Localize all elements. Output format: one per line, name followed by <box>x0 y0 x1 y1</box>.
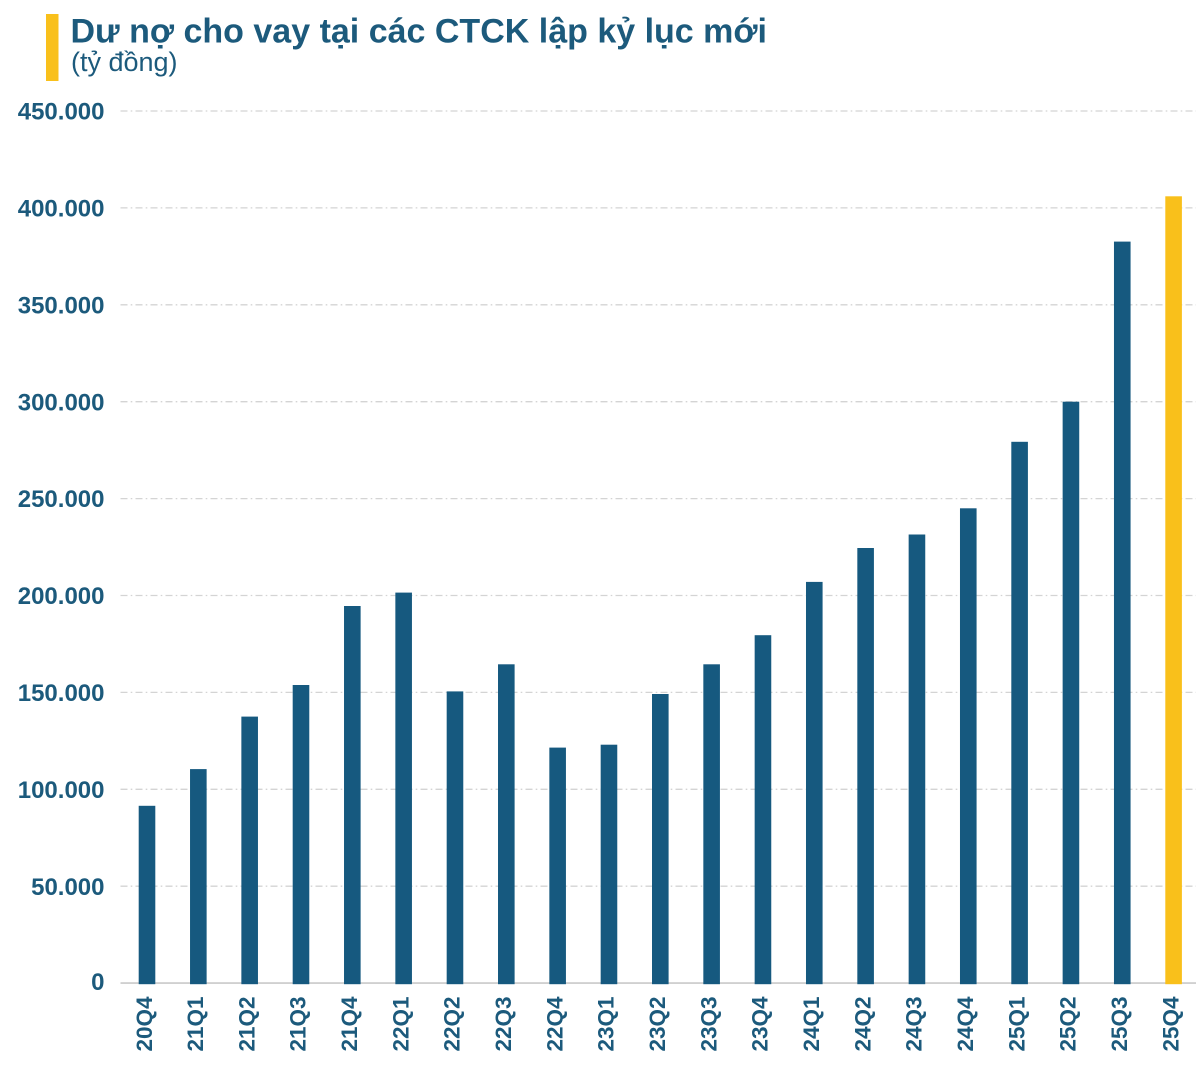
svg-text:350.000: 350.000 <box>18 292 105 319</box>
svg-text:100.000: 100.000 <box>18 777 105 804</box>
svg-text:20Q4: 20Q4 <box>132 996 157 1052</box>
svg-text:24Q3: 24Q3 <box>902 996 927 1051</box>
svg-text:450.000: 450.000 <box>18 99 105 126</box>
svg-text:200.000: 200.000 <box>18 583 105 610</box>
svg-text:Dư nợ cho vay tại các CTCK lập: Dư nợ cho vay tại các CTCK lập kỷ lục mớ… <box>71 13 768 51</box>
svg-text:300.000: 300.000 <box>18 389 105 416</box>
svg-text:400.000: 400.000 <box>18 196 105 223</box>
svg-text:23Q4: 23Q4 <box>748 996 773 1052</box>
svg-text:250.000: 250.000 <box>18 486 105 513</box>
svg-text:22Q2: 22Q2 <box>440 996 465 1051</box>
svg-text:23Q3: 23Q3 <box>696 996 721 1051</box>
svg-text:21Q1: 21Q1 <box>183 996 208 1051</box>
svg-text:50.000: 50.000 <box>31 874 104 901</box>
svg-text:24Q4: 24Q4 <box>953 996 978 1052</box>
svg-text:22Q3: 22Q3 <box>491 996 516 1051</box>
svg-text:23Q1: 23Q1 <box>594 996 619 1051</box>
svg-text:21Q3: 21Q3 <box>286 996 311 1051</box>
svg-text:21Q4: 21Q4 <box>337 996 362 1052</box>
svg-text:25Q4: 25Q4 <box>1158 996 1183 1052</box>
svg-text:24Q2: 24Q2 <box>850 996 875 1051</box>
svg-text:150.000: 150.000 <box>18 680 105 707</box>
svg-text:22Q1: 22Q1 <box>388 996 413 1051</box>
svg-text:24Q1: 24Q1 <box>799 996 824 1051</box>
svg-text:21Q2: 21Q2 <box>234 996 259 1051</box>
svg-text:(tỷ đồng): (tỷ đồng) <box>71 47 178 77</box>
svg-text:25Q2: 25Q2 <box>1056 996 1081 1051</box>
svg-text:25Q1: 25Q1 <box>1004 996 1029 1051</box>
svg-text:0: 0 <box>91 969 104 996</box>
svg-text:22Q4: 22Q4 <box>542 996 567 1052</box>
svg-text:25Q3: 25Q3 <box>1107 996 1132 1051</box>
svg-text:23Q2: 23Q2 <box>645 996 670 1051</box>
